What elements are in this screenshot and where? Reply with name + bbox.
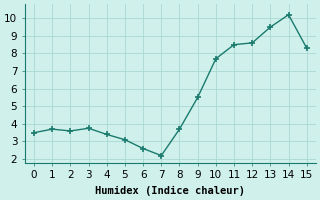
X-axis label: Humidex (Indice chaleur): Humidex (Indice chaleur) (95, 186, 245, 196)
